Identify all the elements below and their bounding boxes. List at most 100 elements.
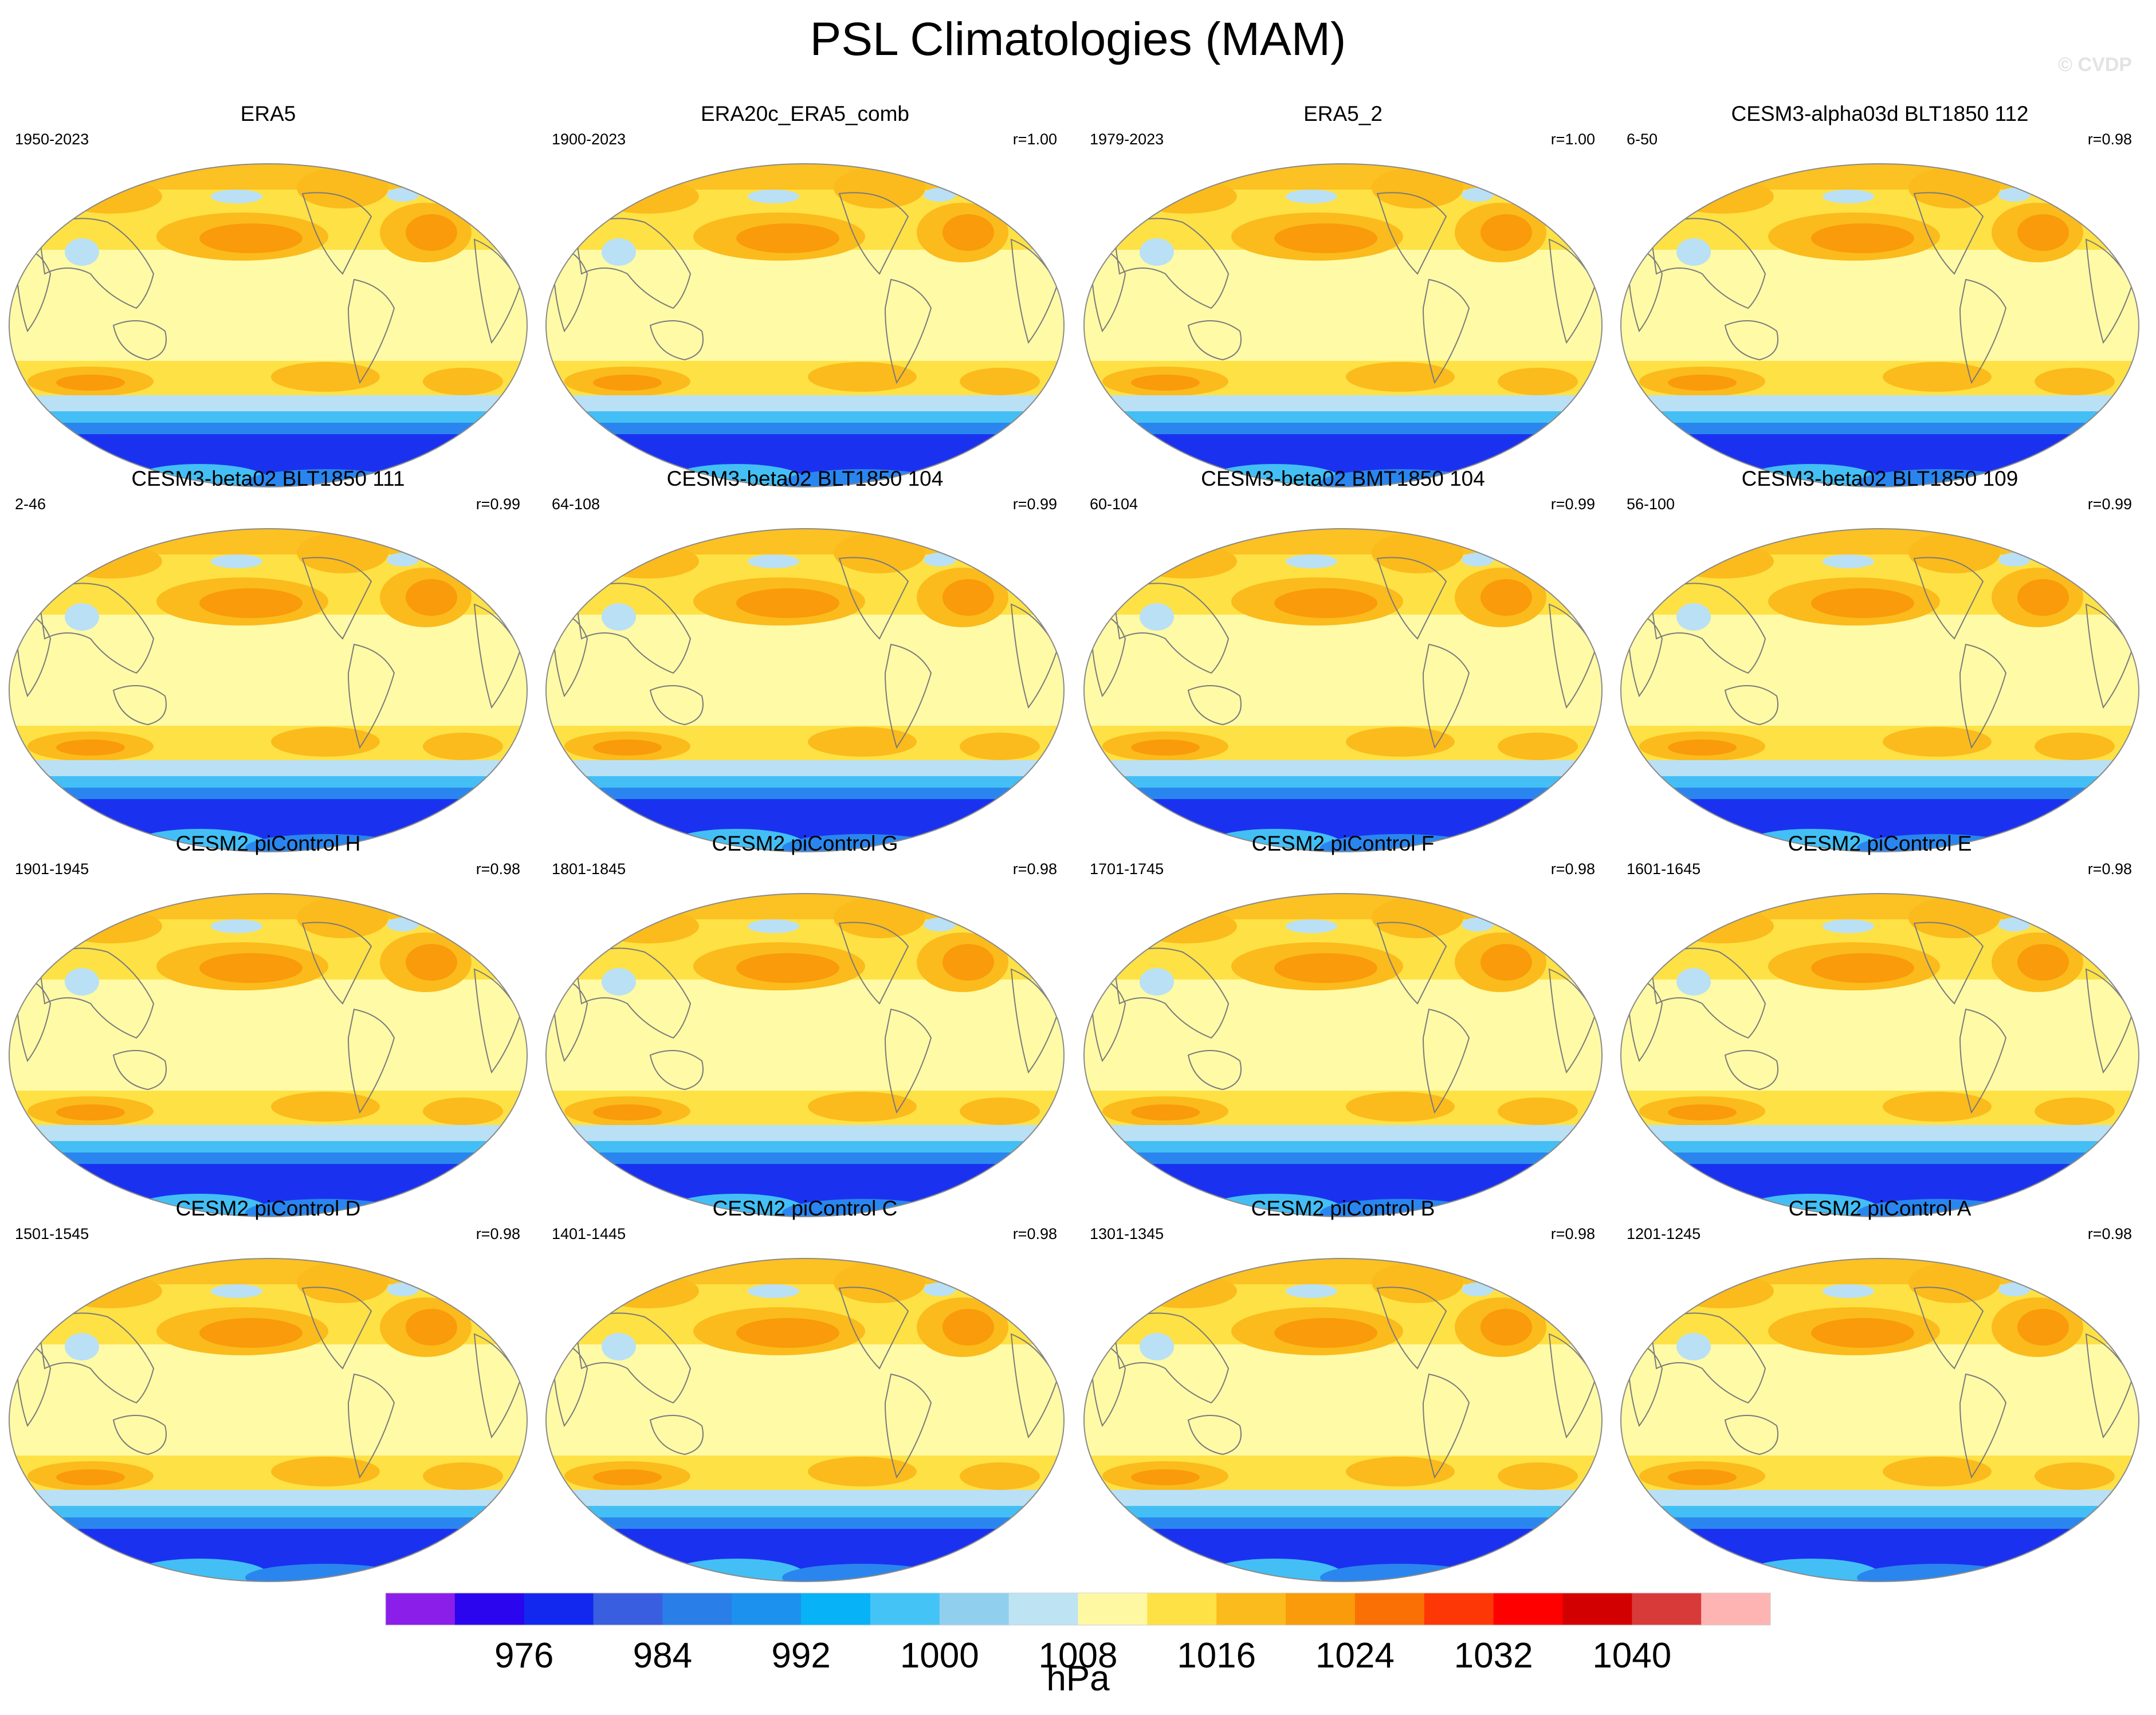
panel-years: 1601-1645	[1627, 860, 1701, 878]
map-outline	[545, 1258, 1065, 1582]
psl-field	[9, 529, 527, 852]
panel-years: 2-46	[15, 495, 46, 513]
south-america-coast	[1959, 643, 2007, 749]
coastlines	[1090, 922, 1596, 1114]
southern-ocean-edge	[1084, 1490, 1602, 1507]
arctic-high	[9, 529, 527, 554]
asia-coast	[575, 1312, 692, 1404]
antarctic-surface	[667, 1194, 805, 1217]
arctic-high	[1621, 894, 2139, 919]
arctic-high	[1084, 529, 1602, 554]
map-projection	[9, 1258, 528, 1582]
coastlines	[15, 922, 521, 1114]
indian-ocean-high-core	[56, 375, 125, 391]
indian-ocean-high-core	[1131, 1104, 1200, 1120]
greenland-high	[834, 897, 925, 938]
azores-high-core	[1480, 579, 1532, 616]
north-pacific-high-core	[1811, 1318, 1914, 1348]
aleutian-low	[748, 190, 799, 203]
panel-correlation: r=0.98	[476, 860, 520, 878]
coastlines	[1090, 557, 1596, 749]
asia-coast	[575, 583, 692, 674]
africa-coast-east	[473, 968, 521, 1074]
greenland-high	[1908, 1262, 2000, 1303]
icelandic-low	[1462, 188, 1494, 202]
south-pacific-high	[808, 727, 917, 757]
antarctic-surface	[131, 829, 268, 852]
antarctic-surface	[1742, 1559, 1880, 1582]
aleutian-low	[1823, 190, 1874, 203]
south-pacific-high	[1346, 1092, 1455, 1122]
colorbar-swatch	[454, 1593, 525, 1625]
colorbar-swatch	[870, 1593, 940, 1625]
psl-field	[546, 164, 1064, 487]
icelandic-low	[387, 1283, 419, 1296]
map-panel: CESM2 piControl G 1801-1845 r=0.98	[541, 832, 1069, 1217]
southern-ocean-mid	[1084, 1141, 1602, 1154]
panel-correlation: r=1.00	[1012, 131, 1057, 148]
antarctic-surface	[1742, 829, 1880, 852]
map-outline	[1083, 893, 1603, 1217]
colorbar-swatch	[1216, 1593, 1286, 1625]
panel-years: 1900-2023	[552, 131, 626, 148]
antarctic-surface	[1742, 1194, 1880, 1217]
siberian-high	[1134, 909, 1237, 943]
siberian-high	[596, 1274, 699, 1308]
south-atlantic-high	[960, 1098, 1040, 1125]
southern-ocean-edge	[546, 760, 1064, 777]
africa-coast-east	[1548, 603, 1596, 709]
azores-high-core	[406, 214, 457, 251]
south-america-coast	[884, 278, 932, 384]
indian-ocean-high-core	[593, 1104, 662, 1120]
siberian-high	[596, 909, 699, 943]
asian-heat-low	[65, 1333, 99, 1360]
arctic-high	[1084, 1258, 1602, 1284]
arctic-high	[1621, 529, 2139, 554]
southern-ocean-deep	[9, 423, 527, 435]
africa-coast-east	[1548, 1333, 1596, 1439]
south-atlantic-high	[2035, 733, 2115, 760]
panel-correlation: r=0.99	[1012, 495, 1057, 513]
psl-field	[9, 1258, 527, 1582]
map-projection	[1083, 163, 1603, 487]
south-pacific-high	[271, 362, 380, 392]
panel-title: CESM2 piControl G	[712, 832, 898, 855]
map-panel: CESM3-beta02 BLT1850 109 56-100 r=0.99	[1616, 467, 2143, 852]
icelandic-low	[924, 188, 956, 202]
map-projection	[1620, 1258, 2139, 1582]
map-outline	[9, 893, 528, 1217]
africa-coast-east	[2085, 968, 2133, 1074]
azores-high-core	[406, 1309, 457, 1346]
azores-high-core	[1480, 214, 1532, 251]
panel-years: 1501-1545	[15, 1225, 89, 1242]
north-pacific-high-core	[199, 1318, 303, 1348]
antarctic-surface	[667, 829, 805, 852]
map-panel: ERA20c_ERA5_comb 1900-2023 r=1.00	[541, 102, 1069, 487]
southern-ocean-edge	[1621, 1125, 2139, 1142]
panel-years: 1901-1945	[15, 860, 89, 878]
map-outline	[1083, 163, 1603, 487]
indian-ocean-high-core	[56, 1469, 125, 1485]
indian-ocean-high-core	[56, 1104, 125, 1120]
africa-coast-east	[1548, 238, 1596, 344]
south-america-coast	[884, 1008, 932, 1114]
siberian-high	[1134, 179, 1237, 214]
indian-ocean-high-core	[593, 1469, 662, 1485]
icelandic-low	[924, 918, 956, 931]
azores-high-core	[2017, 579, 2069, 616]
south-pacific-high	[1346, 362, 1455, 392]
australia-coast	[1724, 320, 1778, 361]
map-projection	[1620, 893, 2139, 1217]
panel-years: 1701-1745	[1090, 860, 1164, 878]
aleutian-low	[211, 1284, 262, 1298]
map-panel: CESM2 piControl E 1601-1645 r=0.98	[1616, 832, 2143, 1217]
colorbar-swatch	[662, 1593, 732, 1625]
aleutian-low	[211, 190, 262, 203]
panel-title: CESM3-alpha03d BLT1850 112	[1731, 102, 2029, 125]
south-america-coast	[1422, 1008, 1470, 1114]
map-outline	[545, 893, 1065, 1217]
map-projection	[545, 1258, 1065, 1582]
asian-heat-low	[65, 238, 99, 266]
colorbar-swatch	[1562, 1593, 1632, 1625]
greenland-high	[834, 532, 925, 573]
